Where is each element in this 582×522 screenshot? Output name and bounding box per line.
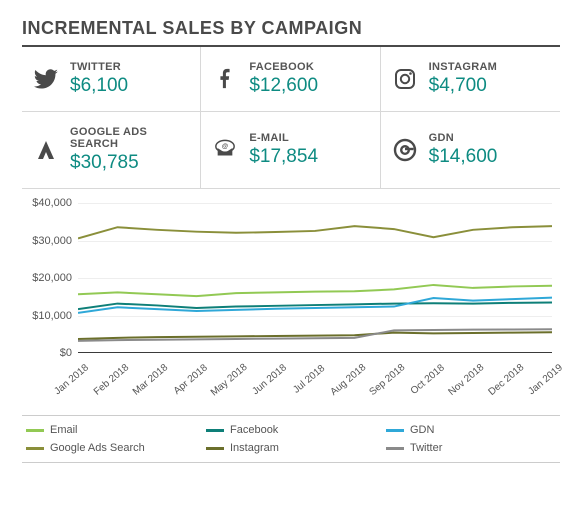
metric-card-instagram: INSTAGRAM $4,700: [381, 47, 560, 112]
legend-swatch: [206, 429, 224, 432]
x-tick-label: Jan 2019: [526, 362, 565, 397]
gridline: [78, 241, 552, 242]
metric-card-twitter: TWITTER $6,100: [22, 47, 201, 112]
x-tick-label: Nov 2018: [447, 362, 487, 398]
legend-item: Email: [26, 424, 196, 436]
x-tick-label: Jul 2018: [291, 363, 327, 396]
twitter-icon: [32, 65, 60, 93]
series-line: [78, 226, 552, 238]
y-tick-label: $30,000: [22, 235, 72, 247]
facebook-icon: [211, 65, 239, 93]
legend-label: GDN: [410, 424, 434, 436]
chart-plot-area: $0$10,000$20,000$30,000$40,000: [78, 203, 552, 353]
gridline: [78, 316, 552, 317]
y-tick-label: $0: [22, 347, 72, 359]
legend-item: GDN: [386, 424, 556, 436]
x-tick-label: Apr 2018: [171, 362, 209, 397]
legend-item: Google Ads Search: [26, 442, 196, 454]
x-tick-label: Mar 2018: [131, 362, 170, 398]
metric-card-facebook: FACEBOOK $12,600: [201, 47, 380, 112]
legend-item: Facebook: [206, 424, 376, 436]
email-icon: @: [211, 136, 239, 164]
page-title: INCREMENTAL SALES BY CAMPAIGN: [22, 18, 560, 47]
legend-item: Twitter: [386, 442, 556, 454]
legend-swatch: [206, 447, 224, 450]
svg-text:@: @: [222, 143, 228, 150]
metric-value: $6,100: [70, 75, 128, 97]
metric-card-email: @ E-MAIL $17,854: [201, 112, 380, 189]
x-tick-label: Sep 2018: [367, 362, 407, 398]
metric-label: FACEBOOK: [249, 61, 318, 73]
legend-label: Facebook: [230, 424, 278, 436]
x-tick-label: Aug 2018: [328, 362, 368, 398]
gridline: [78, 203, 552, 204]
legend-label: Email: [50, 424, 78, 436]
metric-label: TWITTER: [70, 61, 128, 73]
metric-value: $14,600: [429, 146, 498, 168]
metric-label: E-MAIL: [249, 132, 318, 144]
metric-card-gads: GOOGLE ADS SEARCH$30,785: [22, 112, 201, 189]
x-tick-label: Jan 2018: [52, 362, 91, 397]
x-tick-label: Jun 2018: [250, 362, 289, 397]
x-tick-label: May 2018: [209, 362, 250, 399]
instagram-icon: [391, 65, 419, 93]
x-tick-label: Feb 2018: [91, 362, 130, 398]
x-tick-label: Dec 2018: [486, 362, 526, 398]
metric-value: $12,600: [249, 75, 318, 97]
metric-label: GOOGLE ADS SEARCH: [70, 126, 190, 150]
legend-swatch: [26, 447, 44, 450]
legend-label: Google Ads Search: [50, 442, 145, 454]
sales-line-chart: $0$10,000$20,000$30,000$40,000 Jan 2018F…: [22, 203, 560, 463]
series-line: [78, 285, 552, 296]
y-tick-label: $40,000: [22, 197, 72, 209]
metric-label: INSTAGRAM: [429, 61, 498, 73]
metric-label: GDN: [429, 132, 498, 144]
legend-item: Instagram: [206, 442, 376, 454]
metric-card-gdn: GDN $14,600: [381, 112, 560, 189]
legend-swatch: [386, 447, 404, 450]
gridline: [78, 278, 552, 279]
y-tick-label: $20,000: [22, 272, 72, 284]
metric-value: $4,700: [429, 75, 498, 97]
metric-value: $30,785: [70, 152, 190, 174]
chart-legend: Email Facebook GDN Google Ads Search Instagr…: [22, 415, 560, 463]
legend-label: Instagram: [230, 442, 279, 454]
legend-swatch: [26, 429, 44, 432]
y-tick-label: $10,000: [22, 310, 72, 322]
legend-label: Twitter: [410, 442, 442, 454]
metric-value: $17,854: [249, 146, 318, 168]
gdn-icon: [391, 136, 419, 164]
metric-cards: TWITTER $6,100 FACEBOOK $12,600 INSTAGRAM $4,…: [22, 47, 560, 189]
legend-swatch: [386, 429, 404, 432]
gads-icon: [32, 136, 60, 164]
chart-x-labels: Jan 2018Feb 2018Mar 2018Apr 2018May 2018…: [78, 357, 552, 411]
x-tick-label: Oct 2018: [408, 362, 446, 397]
